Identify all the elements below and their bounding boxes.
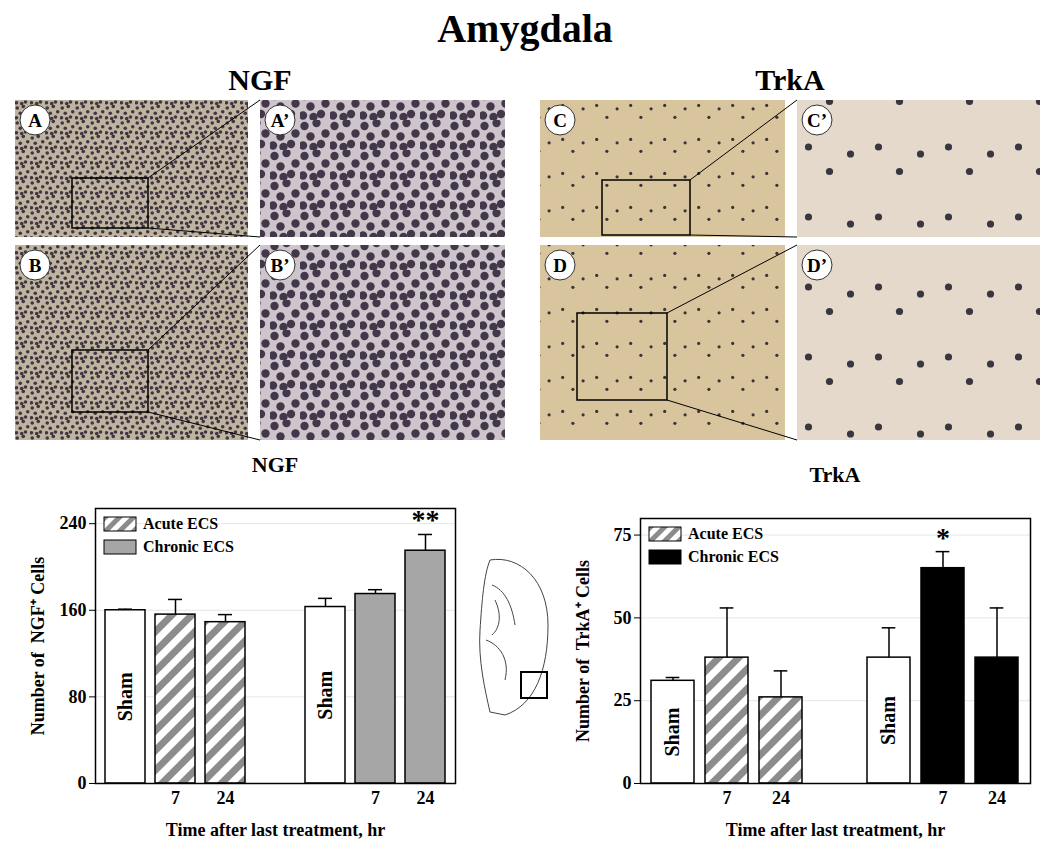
svg-text:*: * bbox=[936, 522, 950, 553]
svg-text:24: 24 bbox=[217, 788, 235, 808]
svg-text:0: 0 bbox=[78, 773, 87, 793]
svg-text:7: 7 bbox=[371, 788, 380, 808]
svg-text:240: 240 bbox=[60, 513, 87, 533]
svg-text:160: 160 bbox=[60, 600, 87, 620]
svg-text:Time after last treatment, hr: Time after last treatment, hr bbox=[726, 820, 945, 840]
svg-text:80: 80 bbox=[69, 687, 87, 707]
html-text:Acute ECS: Acute ECS bbox=[688, 525, 764, 542]
svg-text:25: 25 bbox=[614, 690, 632, 710]
svg-text:Sham: Sham bbox=[661, 707, 683, 756]
svg-text:24: 24 bbox=[988, 788, 1006, 808]
svg-text:NGF: NGF bbox=[228, 63, 291, 96]
svg-text:A: A bbox=[28, 110, 42, 131]
html-text:TrkA: TrkA bbox=[809, 462, 861, 487]
svg-text:75: 75 bbox=[614, 525, 632, 545]
svg-text:TrkA: TrkA bbox=[755, 63, 825, 96]
svg-text:7: 7 bbox=[939, 788, 948, 808]
svg-text:24: 24 bbox=[417, 788, 435, 808]
html-text:Chronic ECS: Chronic ECS bbox=[143, 538, 234, 555]
svg-text:0: 0 bbox=[623, 773, 632, 793]
svg-text:B’: B’ bbox=[271, 255, 290, 276]
svg-text:C: C bbox=[553, 110, 567, 131]
svg-text:B: B bbox=[29, 255, 42, 276]
svg-text:Time after last treatment, hr: Time after last treatment, hr bbox=[166, 820, 385, 840]
svg-text:Amygdala: Amygdala bbox=[437, 6, 613, 51]
svg-text:D’: D’ bbox=[807, 255, 827, 276]
svg-text:7: 7 bbox=[723, 788, 732, 808]
svg-text:50: 50 bbox=[614, 608, 632, 628]
svg-text:7: 7 bbox=[171, 788, 180, 808]
html-text:NGF: NGF bbox=[251, 452, 299, 477]
svg-text:A’: A’ bbox=[271, 110, 290, 131]
html-text:Chronic ECS: Chronic ECS bbox=[688, 548, 779, 565]
svg-text:D: D bbox=[553, 255, 567, 276]
svg-text:Number of NGF⁺ Cells: Number of NGF⁺ Cells bbox=[28, 557, 48, 736]
svg-text:Sham: Sham bbox=[314, 670, 336, 719]
svg-text:24: 24 bbox=[772, 788, 790, 808]
svg-text:C’: C’ bbox=[807, 110, 827, 131]
html-text:Acute ECS: Acute ECS bbox=[143, 515, 219, 532]
svg-text:Sham: Sham bbox=[877, 696, 899, 745]
svg-text:Sham: Sham bbox=[114, 672, 136, 721]
svg-text:Number of TrkA⁺ Cells: Number of TrkA⁺ Cells bbox=[573, 560, 593, 742]
